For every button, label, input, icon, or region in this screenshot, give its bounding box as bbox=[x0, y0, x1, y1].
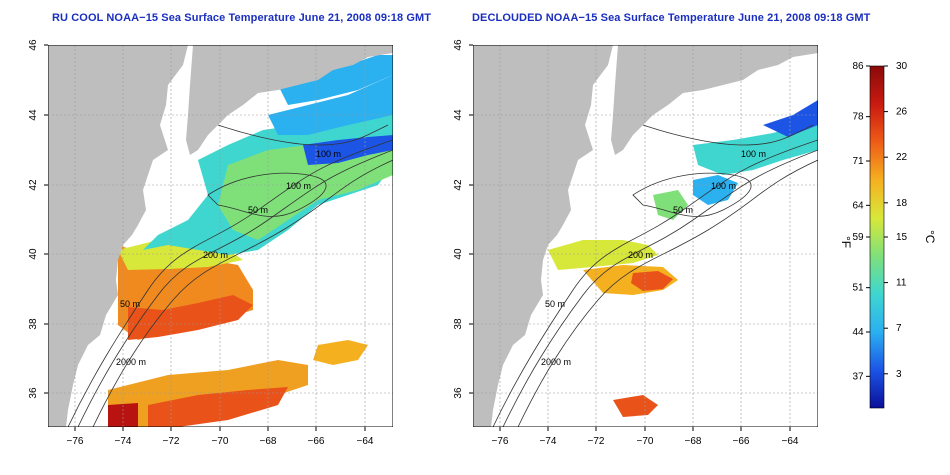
fahrenheit-tick-label: 71 bbox=[852, 156, 864, 167]
fahrenheit-tick-label: 86 bbox=[852, 62, 864, 72]
lon-tick-label: −68 bbox=[260, 436, 277, 447]
contour-label-100m-b: 100 m bbox=[286, 181, 311, 191]
lon-tick-label: −70 bbox=[212, 436, 229, 447]
contour-label-100m-a: 100 m bbox=[741, 149, 766, 159]
contour-label-200m: 200 m bbox=[628, 250, 653, 260]
lat-tick-label: 44 bbox=[453, 109, 464, 121]
contour-label-100m-b: 100 m bbox=[711, 181, 736, 191]
land-layer bbox=[473, 45, 818, 427]
celsius-tick-label: 3 bbox=[896, 369, 902, 380]
fahrenheit-tick-label: 44 bbox=[852, 327, 864, 338]
lat-tick-label: 42 bbox=[28, 179, 39, 191]
contour-label-50m-a: 50 m bbox=[673, 205, 693, 215]
contour-label-50m-b: 50 m bbox=[120, 299, 140, 309]
contour-labels: 100 m 100 m 50 m 200 m 50 m 2000 m bbox=[116, 149, 341, 367]
lat-tick-label: 44 bbox=[28, 109, 39, 121]
lon-tick-label: −74 bbox=[540, 436, 557, 447]
contour-label-2000m: 2000 m bbox=[541, 357, 571, 367]
lon-tick-label: −64 bbox=[782, 436, 799, 447]
fahrenheit-tick-label: 37 bbox=[852, 371, 864, 382]
contour-labels: 100 m 100 m 50 m 200 m 50 m 2000 m bbox=[541, 149, 766, 367]
lat-tick-label: 42 bbox=[453, 179, 464, 191]
lon-tick-label: −72 bbox=[588, 436, 605, 447]
celsius-tick-label: 22 bbox=[896, 152, 908, 163]
bathymetry-contours bbox=[67, 124, 393, 427]
right-map-title: DECLOUDED NOAA−15 Sea Surface Temperatur… bbox=[472, 12, 871, 24]
contour-label-50m-b: 50 m bbox=[545, 299, 565, 309]
fahrenheit-tick-label: 59 bbox=[852, 232, 864, 243]
left-map-title: RU COOL NOAA−15 Sea Surface Temperature … bbox=[52, 12, 432, 24]
declouded-sst-map[interactable]: 100 m 100 m 50 m 200 m 50 m 2000 m bbox=[473, 45, 818, 427]
land-layer bbox=[48, 45, 393, 427]
celsius-tick-label: 26 bbox=[896, 107, 908, 118]
lon-tick-label: −64 bbox=[357, 436, 374, 447]
celsius-tick-label: 18 bbox=[896, 198, 908, 209]
celsius-tick-label: 15 bbox=[896, 232, 908, 243]
lon-tick-label: −66 bbox=[308, 436, 325, 447]
lat-tick-label: 36 bbox=[28, 387, 39, 399]
fahrenheit-tick-label: 78 bbox=[852, 112, 864, 123]
sst-data-layer bbox=[548, 100, 818, 417]
lat-tick-label: 46 bbox=[28, 39, 39, 51]
fahrenheit-unit: °F bbox=[839, 236, 853, 248]
lon-tick-label: −74 bbox=[115, 436, 132, 447]
contour-label-2000m: 2000 m bbox=[116, 357, 146, 367]
celsius-tick-label: 7 bbox=[896, 323, 902, 334]
bathymetry-contours bbox=[492, 124, 818, 427]
lat-tick-label: 38 bbox=[28, 318, 39, 330]
grid-lines bbox=[473, 45, 818, 427]
temperature-colorbar: °F °C 30 26 22 18 15 11 7 3 86 78 71 64 59 51 44 37 bbox=[838, 61, 938, 412]
lat-tick-label: 46 bbox=[453, 39, 464, 51]
lat-tick-label: 40 bbox=[453, 248, 464, 260]
ru-cool-sst-map[interactable]: 100 m 100 m 50 m 200 m 50 m 2000 m bbox=[48, 45, 393, 427]
celsius-tick-label: 11 bbox=[896, 278, 907, 289]
lon-tick-label: −76 bbox=[492, 436, 509, 447]
celsius-tick-label: 30 bbox=[896, 62, 908, 72]
contour-label-100m-a: 100 m bbox=[316, 149, 341, 159]
lon-tick-label: −66 bbox=[733, 436, 750, 447]
fahrenheit-tick-label: 64 bbox=[852, 200, 864, 211]
lon-tick-label: −68 bbox=[685, 436, 702, 447]
colorbar-gradient bbox=[869, 65, 885, 409]
contour-label-50m-a: 50 m bbox=[248, 205, 268, 215]
grid-lines bbox=[48, 45, 393, 427]
lon-tick-label: −70 bbox=[637, 436, 654, 447]
sst-data-layer bbox=[108, 55, 393, 427]
lat-tick-label: 36 bbox=[453, 387, 464, 399]
fahrenheit-tick-label: 51 bbox=[852, 283, 864, 294]
celsius-unit: °C bbox=[923, 230, 937, 244]
contour-label-200m: 200 m bbox=[203, 250, 228, 260]
lat-tick-label: 38 bbox=[453, 318, 464, 330]
lat-tick-label: 40 bbox=[28, 248, 39, 260]
lon-tick-label: −72 bbox=[163, 436, 180, 447]
lon-tick-label: −76 bbox=[67, 436, 84, 447]
